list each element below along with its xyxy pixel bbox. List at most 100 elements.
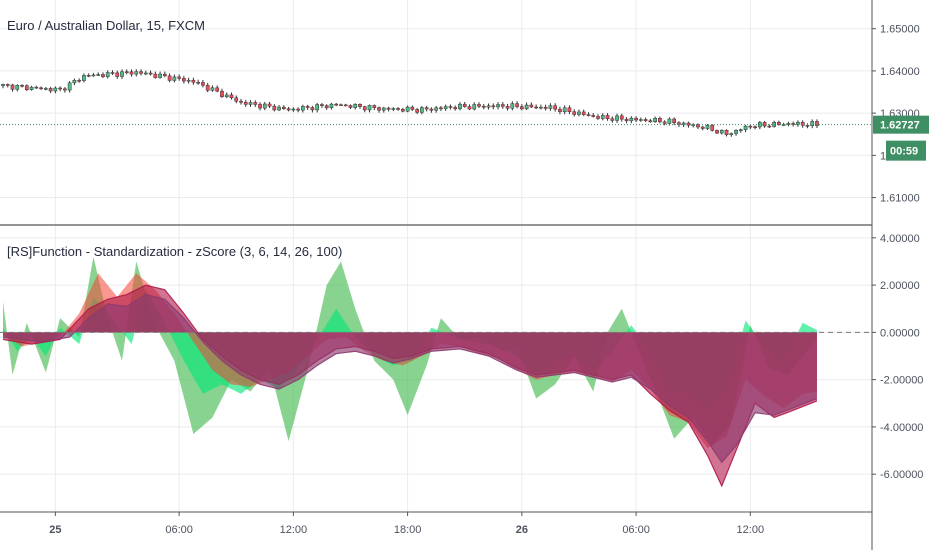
candle xyxy=(496,102,500,110)
candle-body xyxy=(377,107,381,111)
candle-body xyxy=(182,78,186,82)
candle xyxy=(472,102,477,111)
candle-body xyxy=(186,79,191,82)
candle-body xyxy=(572,111,577,115)
candle xyxy=(405,105,410,113)
candle xyxy=(372,104,377,111)
candle-body xyxy=(272,105,277,111)
candle-body xyxy=(415,109,419,113)
candle-body xyxy=(343,104,348,107)
candle-body xyxy=(215,87,220,92)
candle-body xyxy=(667,118,672,124)
candle xyxy=(1,83,5,89)
candle xyxy=(558,106,562,115)
candle-body xyxy=(148,72,153,75)
candle-body xyxy=(329,103,334,109)
candle xyxy=(767,124,772,129)
candle-body xyxy=(748,125,753,128)
candle xyxy=(791,121,796,127)
candles xyxy=(1,69,819,137)
candle-body xyxy=(124,71,129,73)
candle xyxy=(596,114,600,120)
time-axis[interactable]: 25 06:00 12:00 18:00 26 06:00 12:00 xyxy=(0,511,872,536)
price-tick-label: 1.61000 xyxy=(880,193,920,205)
candle-body xyxy=(286,108,291,111)
candle xyxy=(710,124,715,132)
candle xyxy=(177,74,181,81)
candle-body xyxy=(439,107,443,110)
candle-body xyxy=(391,108,396,110)
candle-body xyxy=(734,130,738,134)
candle-body xyxy=(653,118,657,123)
zscore-area-14 xyxy=(3,273,817,449)
candle xyxy=(43,86,48,91)
candle-body xyxy=(596,116,600,119)
candle xyxy=(434,105,439,113)
candle xyxy=(101,72,105,79)
candle-body xyxy=(10,84,15,90)
candle-body xyxy=(529,104,534,108)
candle-body xyxy=(496,104,500,108)
candle-body xyxy=(91,74,96,77)
candle xyxy=(700,125,705,131)
candle xyxy=(410,105,415,111)
candle-body xyxy=(619,115,624,120)
candle xyxy=(786,121,791,127)
candle xyxy=(510,101,515,111)
price-pane[interactable]: Euro / Australian Dollar, 15, FXCM xyxy=(0,0,872,225)
last-price-badge xyxy=(873,115,929,134)
candle-body xyxy=(205,85,210,91)
candle-body xyxy=(201,82,205,86)
candle xyxy=(734,129,738,136)
candle xyxy=(301,104,305,113)
candle-body xyxy=(672,118,677,123)
candle-body xyxy=(815,121,819,126)
candle-body xyxy=(548,105,553,109)
candle xyxy=(615,113,619,123)
candle-body xyxy=(158,73,162,78)
candle-body xyxy=(120,71,124,77)
candle xyxy=(581,109,586,117)
candle-body xyxy=(162,73,167,77)
candle xyxy=(453,105,458,111)
candle-body xyxy=(510,103,515,109)
zscore-pane[interactable]: [RS]Function - Standardization - zScore … xyxy=(0,226,872,512)
candle xyxy=(681,121,686,128)
candle xyxy=(386,106,391,112)
candle-body xyxy=(43,88,48,90)
zscore-pane-title: [RS]Function - Standardization - zScore … xyxy=(7,244,342,259)
candle-body xyxy=(700,126,705,129)
candle-body xyxy=(705,124,710,129)
candle xyxy=(753,125,757,130)
candle-body xyxy=(220,90,224,98)
zscore-tick-label: -2.00000 xyxy=(880,375,923,387)
candle xyxy=(377,106,381,113)
candle xyxy=(15,84,20,92)
candle-body xyxy=(248,102,253,105)
candle-body xyxy=(101,74,105,77)
candle-body xyxy=(562,107,567,113)
candle-body xyxy=(686,122,691,126)
candle xyxy=(48,86,53,94)
candle xyxy=(162,71,167,78)
candle-body xyxy=(310,107,315,111)
candle xyxy=(10,83,15,92)
candle xyxy=(634,116,638,123)
candle-body xyxy=(334,103,339,106)
candle xyxy=(362,105,367,113)
candle xyxy=(215,85,220,93)
last-price-label: 1.62727 xyxy=(880,120,920,132)
candle xyxy=(115,70,120,79)
candle xyxy=(553,103,558,112)
candle xyxy=(339,103,343,106)
candle-body xyxy=(386,107,391,110)
candle-body xyxy=(239,100,243,103)
candle xyxy=(600,113,605,121)
candle-body xyxy=(805,125,810,127)
candle xyxy=(777,120,781,126)
candle xyxy=(705,124,710,130)
candle xyxy=(291,107,296,112)
candle-body xyxy=(110,72,115,74)
